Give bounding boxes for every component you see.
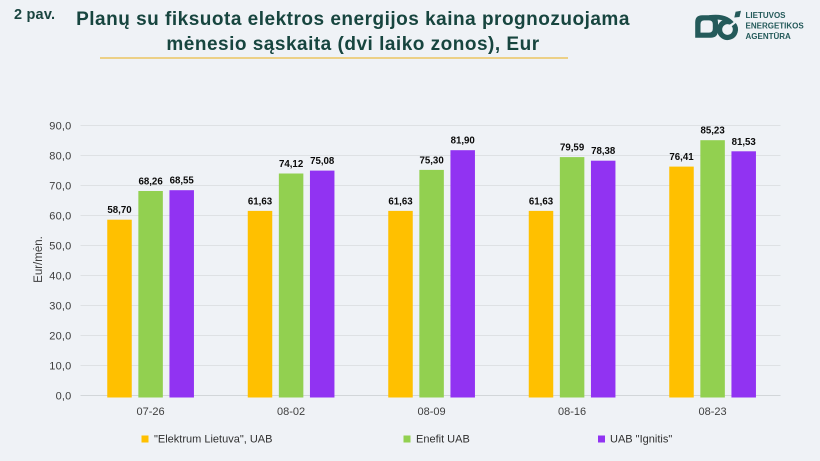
svg-text:75,30: 75,30: [419, 155, 443, 166]
svg-text:0,0: 0,0: [56, 391, 72, 403]
svg-text:90,0: 90,0: [49, 121, 71, 133]
svg-text:81,53: 81,53: [732, 137, 757, 148]
svg-text:75,08: 75,08: [310, 156, 335, 167]
svg-text:80,0: 80,0: [49, 151, 71, 163]
svg-text:07-26: 07-26: [137, 406, 165, 418]
svg-text:61,63: 61,63: [248, 196, 273, 207]
svg-text:10,0: 10,0: [49, 361, 71, 373]
svg-text:81,90: 81,90: [451, 136, 475, 147]
svg-text:78,38: 78,38: [591, 146, 616, 157]
svg-text:LIETUVOS: LIETUVOS: [746, 11, 787, 20]
svg-text:40,0: 40,0: [49, 271, 71, 283]
svg-text:74,12: 74,12: [279, 159, 303, 170]
svg-text:60,0: 60,0: [49, 211, 71, 223]
svg-text:68,26: 68,26: [138, 177, 163, 188]
svg-text:30,0: 30,0: [49, 301, 71, 313]
svg-text:"Elektrum Lietuva", UAB: "Elektrum Lietuva", UAB: [154, 434, 272, 446]
svg-text:08-16: 08-16: [558, 406, 586, 418]
svg-text:76,41: 76,41: [669, 152, 694, 163]
svg-text:Eur/mėn.: Eur/mėn.: [33, 236, 45, 283]
svg-text:79,59: 79,59: [560, 143, 585, 154]
svg-text:70,0: 70,0: [49, 181, 71, 193]
svg-text:08-02: 08-02: [277, 406, 305, 418]
svg-text:85,23: 85,23: [700, 126, 725, 137]
svg-text:61,63: 61,63: [529, 196, 554, 207]
svg-text:20,0: 20,0: [49, 331, 71, 343]
svg-text:AGENTŪRA: AGENTŪRA: [746, 32, 792, 41]
svg-text:58,70: 58,70: [107, 205, 131, 216]
svg-text:UAB "Ignitis": UAB "Ignitis": [610, 434, 672, 446]
svg-text:Enefit UAB: Enefit UAB: [416, 434, 470, 446]
svg-text:ENERGETIKOS: ENERGETIKOS: [746, 22, 805, 31]
svg-text:08-09: 08-09: [418, 406, 446, 418]
svg-text:61,63: 61,63: [388, 196, 413, 207]
svg-text:68,55: 68,55: [170, 176, 195, 187]
svg-text:08-23: 08-23: [699, 406, 727, 418]
svg-text:50,0: 50,0: [49, 241, 71, 253]
